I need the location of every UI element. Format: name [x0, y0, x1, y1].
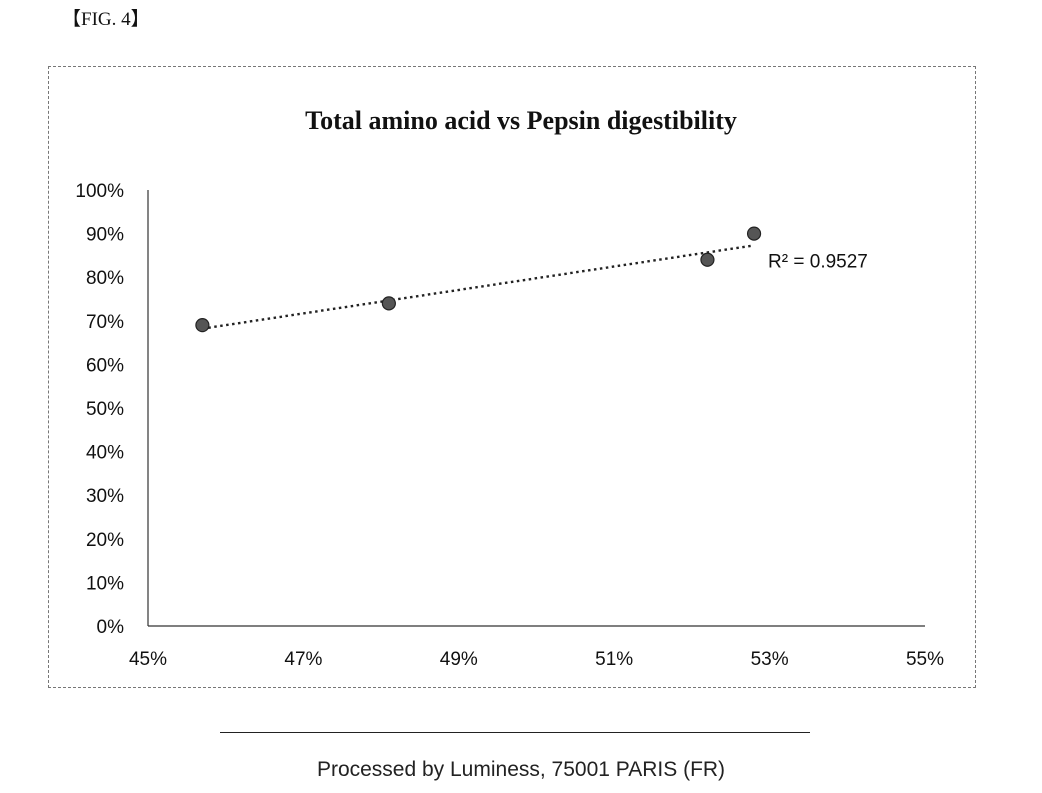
- footer-divider: [220, 732, 810, 733]
- x-tick-label: 45%: [129, 649, 167, 670]
- y-tick-label: 50%: [86, 399, 124, 420]
- data-point: [196, 319, 209, 332]
- y-tick-label: 90%: [86, 225, 124, 246]
- figure-label: 【FIG. 4】: [62, 4, 150, 31]
- y-tick-label: 0%: [97, 617, 125, 638]
- chart-frame: Total amino acid vs Pepsin digestibility…: [48, 66, 976, 688]
- x-tick-label: 49%: [440, 649, 478, 670]
- chart-title: Total amino acid vs Pepsin digestibility: [305, 106, 737, 135]
- y-tick-label: 10%: [86, 573, 124, 594]
- y-tick-label: 60%: [86, 355, 124, 376]
- data-point: [701, 253, 714, 266]
- y-tick-label: 20%: [86, 530, 124, 551]
- x-tick-label: 47%: [284, 649, 322, 670]
- r-squared-label: R² = 0.9527: [768, 251, 868, 272]
- trendline-group: R² = 0.9527: [202, 245, 867, 328]
- trendline: [202, 245, 754, 328]
- data-point: [382, 297, 395, 310]
- y-tick-label: 40%: [86, 443, 124, 464]
- x-tick-label: 55%: [906, 649, 944, 670]
- x-axis-ticks: 45% 47% 49% 51% 53% 55%: [129, 649, 944, 670]
- y-tick-label: 30%: [86, 486, 124, 507]
- x-tick-label: 51%: [595, 649, 633, 670]
- y-tick-label: 100%: [75, 181, 124, 202]
- y-axis-ticks: 0% 10% 20% 30% 40% 50% 60% 70% 80% 90% 100%: [75, 181, 124, 638]
- y-tick-label: 80%: [86, 268, 124, 289]
- x-tick-label: 53%: [751, 649, 789, 670]
- scatter-chart: Total amino acid vs Pepsin digestibility…: [49, 67, 975, 687]
- data-point: [748, 227, 761, 240]
- footer-text: Processed by Luminess, 75001 PARIS (FR): [0, 758, 1042, 782]
- y-tick-label: 70%: [86, 312, 124, 333]
